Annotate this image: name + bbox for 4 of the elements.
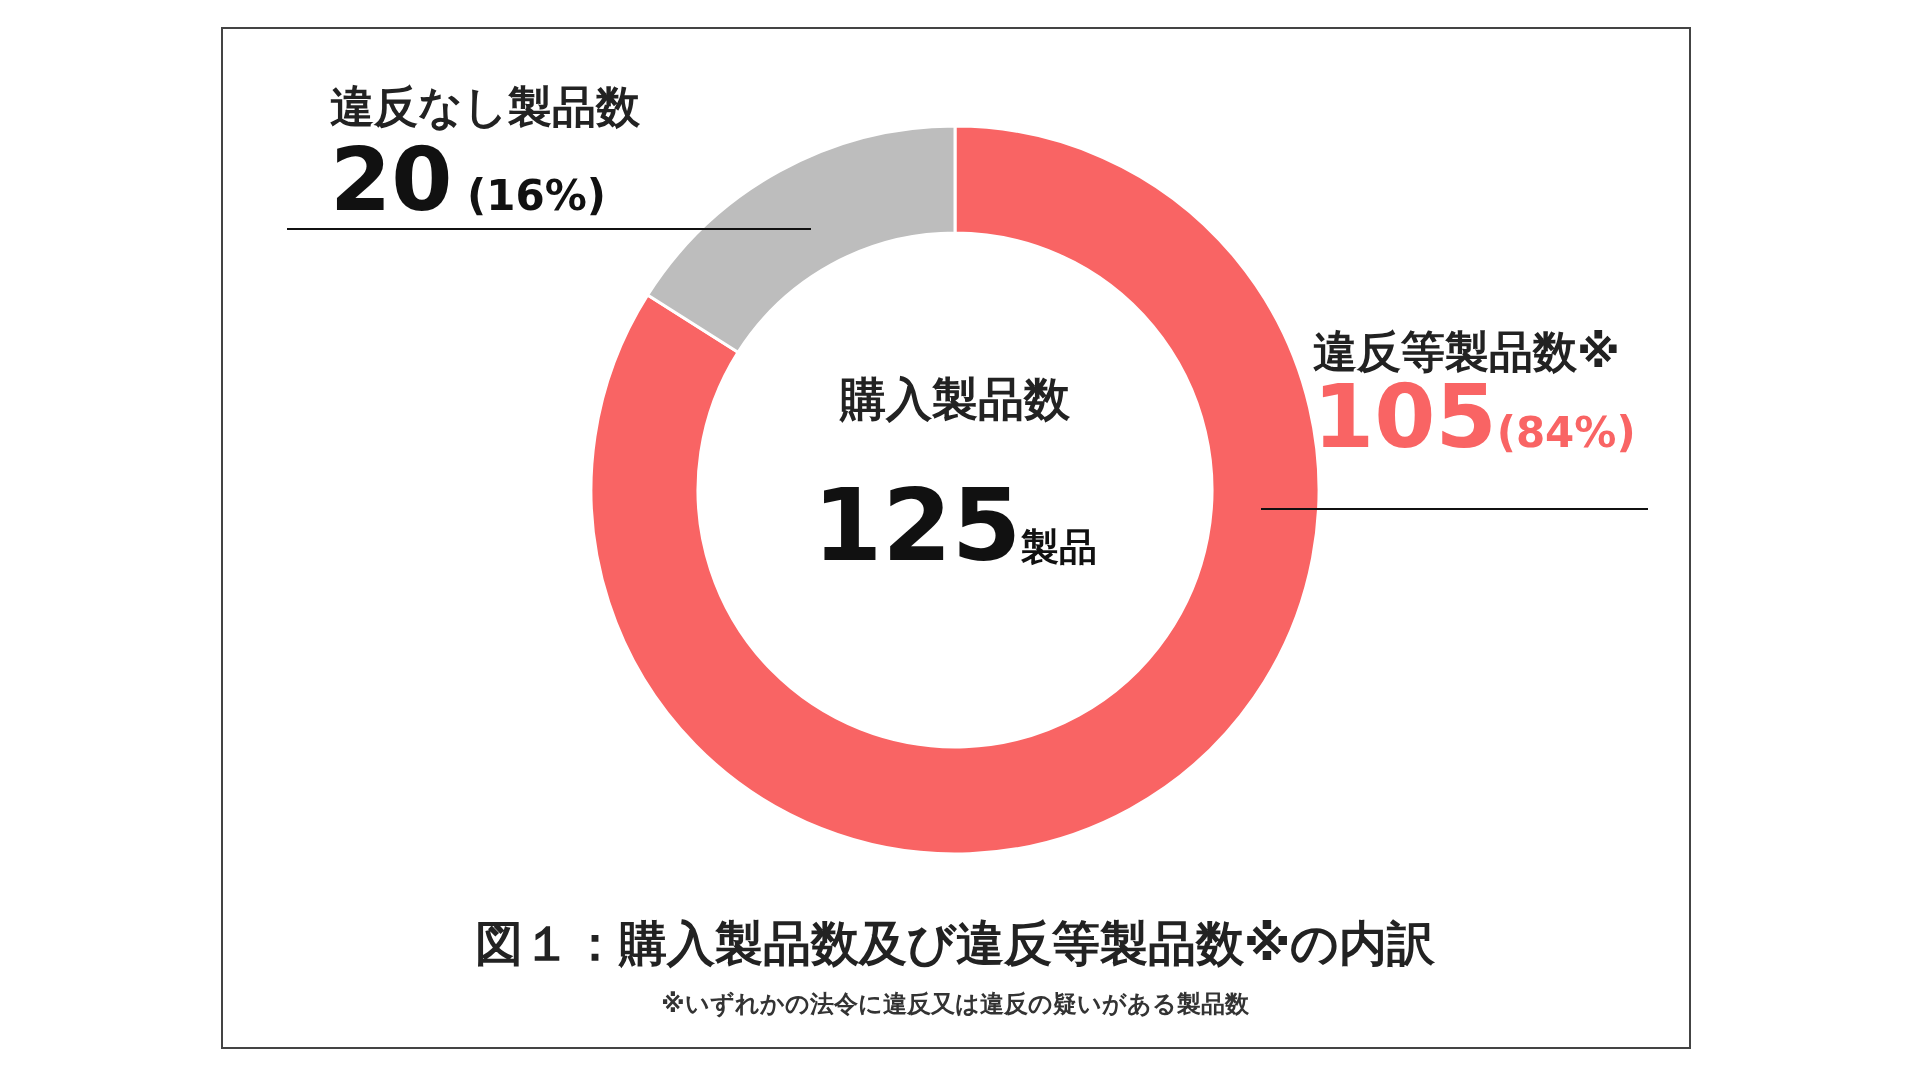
text: 125製品 bbox=[812, 467, 1098, 584]
text: 図１：購入製品数及び違反等製品数※の内訳 bbox=[474, 915, 1437, 971]
text: 購入製品数 bbox=[839, 372, 1071, 426]
text: ※いずれかの法令に違反又は違反の疑いがある製品数 bbox=[661, 990, 1250, 1018]
